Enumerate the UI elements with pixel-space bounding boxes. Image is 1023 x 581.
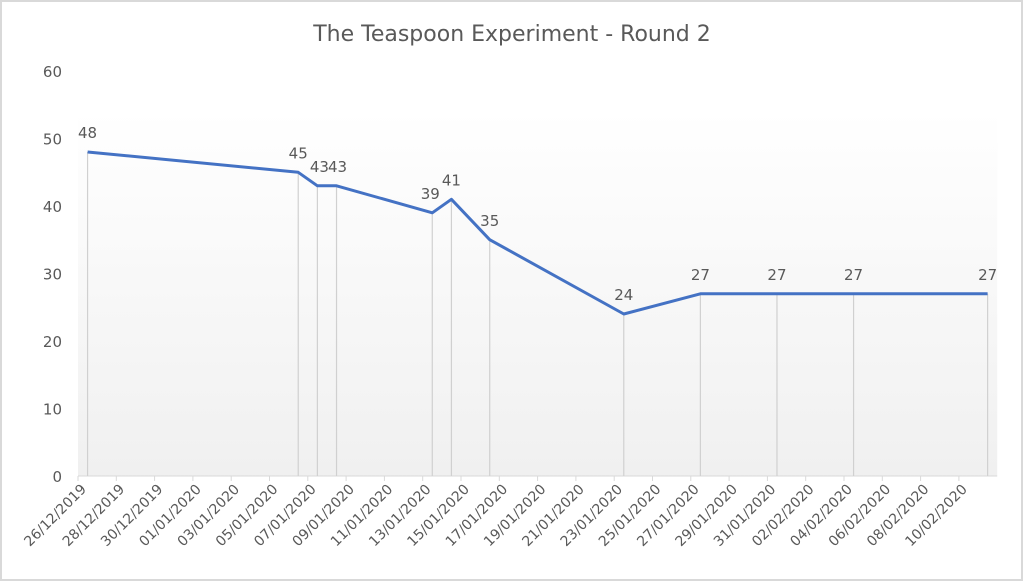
data-label: 27 — [691, 266, 710, 284]
data-label: 43 — [328, 158, 347, 176]
chart-title: The Teaspoon Experiment - Round 2 — [312, 22, 711, 47]
data-label: 35 — [480, 212, 499, 230]
y-tick-label: 50 — [43, 131, 62, 149]
data-label: 24 — [614, 286, 633, 304]
data-label: 39 — [421, 185, 440, 203]
series-line — [87, 150, 988, 316]
y-tick-label: 30 — [43, 266, 62, 284]
y-tick-label: 60 — [43, 63, 62, 81]
data-label: 41 — [442, 171, 461, 189]
data-label: 43 — [310, 158, 329, 176]
y-tick-label: 20 — [43, 333, 62, 351]
y-tick-label: 40 — [43, 198, 62, 216]
data-label: 27 — [767, 266, 786, 284]
data-label: 48 — [78, 124, 97, 142]
y-tick-label: 0 — [52, 468, 62, 486]
data-label: 45 — [289, 144, 308, 162]
data-label: 27 — [978, 266, 997, 284]
data-label: 27 — [844, 266, 863, 284]
y-tick-label: 10 — [43, 401, 62, 419]
